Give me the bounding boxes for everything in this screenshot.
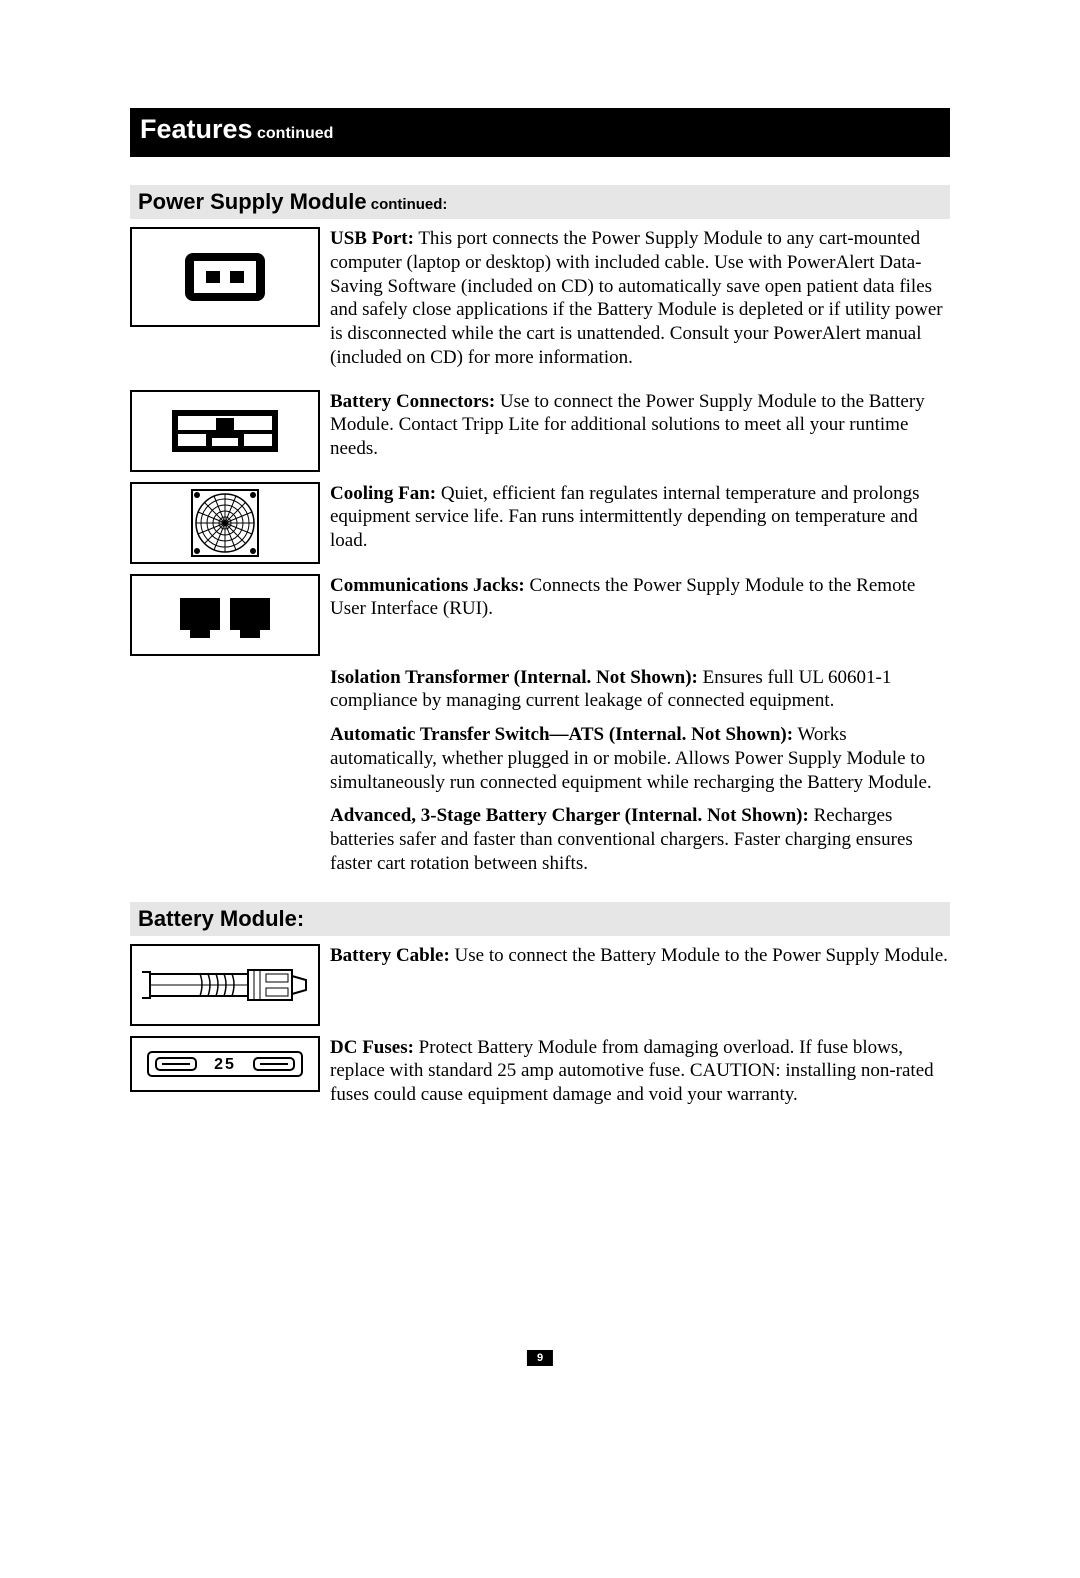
cooling-fan-icon xyxy=(130,482,330,564)
row-fuse: 25 DC Fuses: Protect Battery Module from… xyxy=(130,1036,950,1117)
battery-cable-icon xyxy=(130,944,330,1026)
page-number: 9 xyxy=(527,1350,553,1366)
section-power-supply: Power Supply Module continued: xyxy=(130,185,950,219)
page-document: Features continued Power Supply Module c… xyxy=(0,0,1080,1117)
iso-label: Isolation Transformer (Internal. Not Sho… xyxy=(330,667,698,688)
fan-label: Cooling Fan: xyxy=(330,483,436,504)
cable-text: Battery Cable: Use to connect the Batter… xyxy=(330,944,950,978)
row-cable: Battery Cable: Use to connect the Batter… xyxy=(130,944,950,1026)
fuse-desc: Protect Battery Module from damaging ove… xyxy=(330,1037,934,1106)
row-fan: Cooling Fan: Quiet, efficient fan regula… xyxy=(130,482,950,564)
charger-label: Advanced, 3-Stage Battery Charger (Inter… xyxy=(330,805,809,826)
usb-label: USB Port: xyxy=(330,228,414,249)
fuse-text: DC Fuses: Protect Battery Module from da… xyxy=(330,1036,950,1117)
row-comm: Communications Jacks: Connects the Power… xyxy=(130,574,950,656)
usb-port-icon xyxy=(130,227,330,327)
battery-conn-label: Battery Connectors: xyxy=(330,391,495,412)
row-usb: USB Port: This port connects the Power S… xyxy=(130,227,950,380)
internal-items: Isolation Transformer (Internal. Not Sho… xyxy=(330,666,950,876)
section1-title: Power Supply Module xyxy=(138,189,367,214)
section1-suffix: continued: xyxy=(367,196,448,213)
cable-desc: Use to connect the Battery Module to the… xyxy=(450,945,948,966)
section2-title: Battery Module: xyxy=(138,906,304,931)
comm-label: Communications Jacks: xyxy=(330,575,525,596)
fuse-amp-text: 25 xyxy=(214,1056,236,1073)
usb-desc: This port connects the Power Supply Modu… xyxy=(330,228,943,368)
rj-jacks-icon xyxy=(130,574,330,656)
fuse-label: DC Fuses: xyxy=(330,1037,414,1058)
features-suffix: continued xyxy=(253,125,334,142)
battery-connector-icon xyxy=(130,390,330,472)
usb-text: USB Port: This port connects the Power S… xyxy=(330,227,950,380)
fan-text: Cooling Fan: Quiet, efficient fan regula… xyxy=(330,482,950,563)
cable-label: Battery Cable: xyxy=(330,945,450,966)
battery-conn-text: Battery Connectors: Use to connect the P… xyxy=(330,390,950,471)
row-battery-conn: Battery Connectors: Use to connect the P… xyxy=(130,390,950,472)
section-battery-module: Battery Module: xyxy=(130,902,950,936)
ats-label: Automatic Transfer Switch—ATS (Internal.… xyxy=(330,724,793,745)
dc-fuse-icon: 25 xyxy=(130,1036,330,1092)
comm-text: Communications Jacks: Connects the Power… xyxy=(330,574,950,632)
features-title: Features xyxy=(140,114,253,144)
features-header-bar: Features continued xyxy=(130,108,950,157)
